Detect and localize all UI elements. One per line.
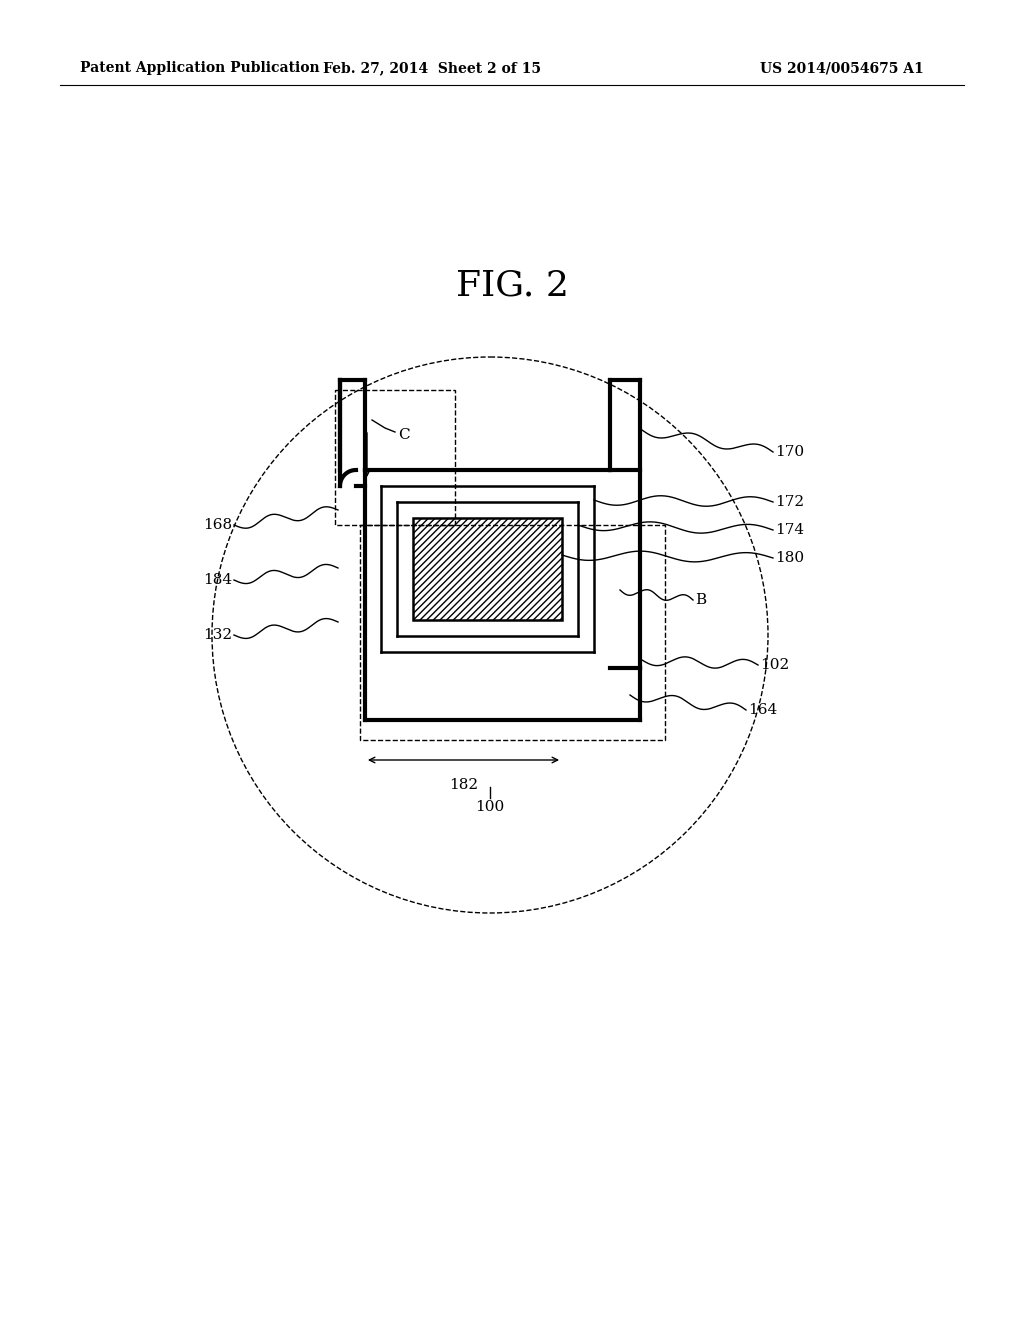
Text: FIG. 2: FIG. 2 [456,268,568,302]
Bar [360,525,665,741]
Text: Feb. 27, 2014  Sheet 2 of 15: Feb. 27, 2014 Sheet 2 of 15 [323,61,541,75]
Text: 174: 174 [775,523,804,537]
Text: 102: 102 [760,657,790,672]
Text: Patent Application Publication: Patent Application Publication [80,61,319,75]
Bar [413,517,562,620]
Text: 164: 164 [748,704,777,717]
Text: 172: 172 [775,495,804,510]
Text: US 2014/0054675 A1: US 2014/0054675 A1 [760,61,924,75]
Text: 182: 182 [449,777,478,792]
Bar [335,389,455,525]
Text: C: C [398,428,410,442]
Text: B: B [695,593,707,607]
Text: 180: 180 [775,550,804,565]
Text: 132: 132 [203,628,232,642]
Text: 168: 168 [203,517,232,532]
Text: 170: 170 [775,445,804,459]
Text: 184: 184 [203,573,232,587]
Text: 100: 100 [475,800,505,814]
